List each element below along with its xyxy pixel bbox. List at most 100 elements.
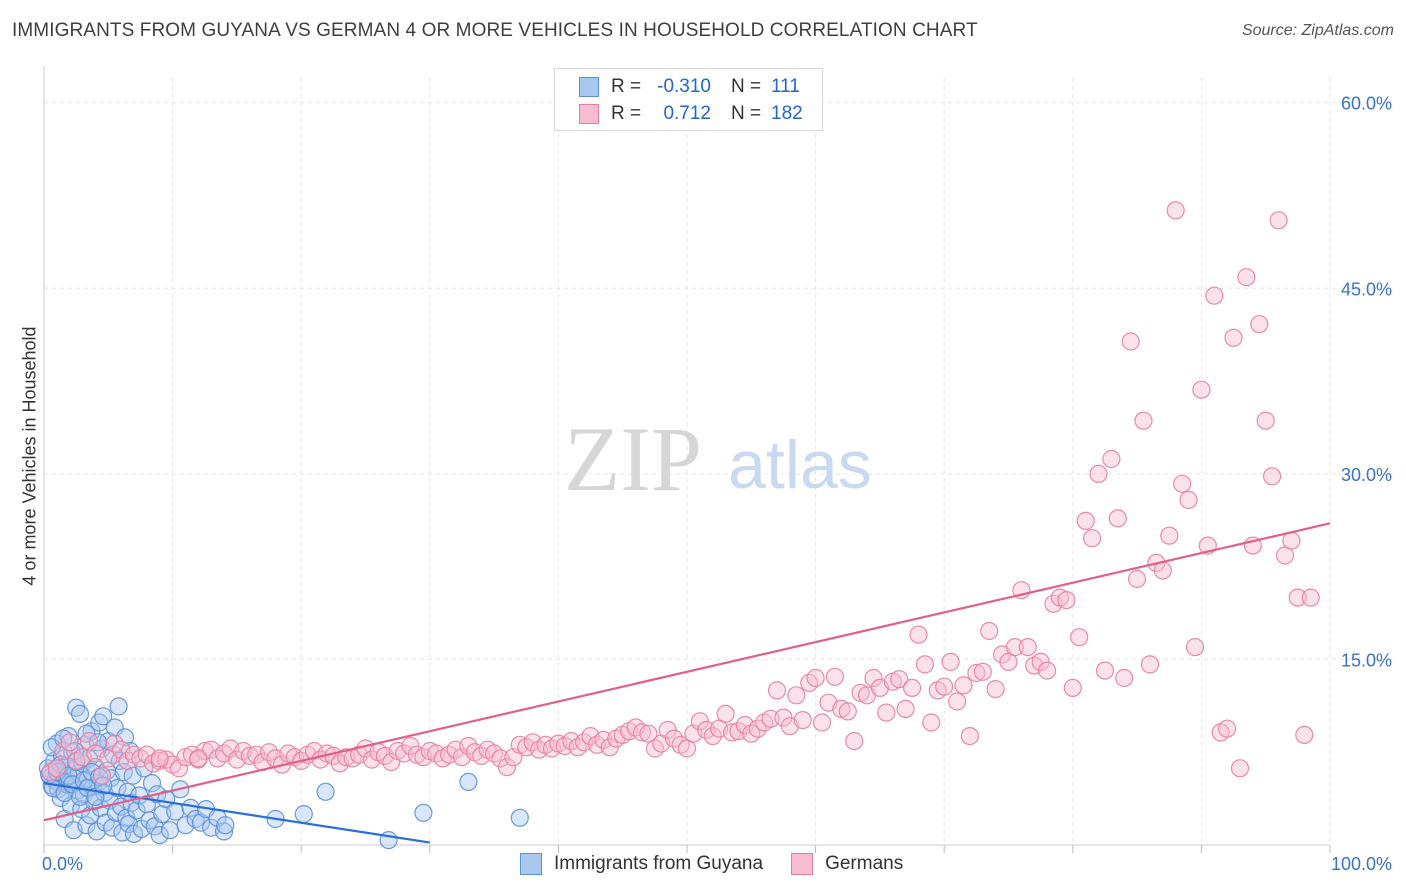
legend-swatch-guyana — [579, 77, 599, 97]
point-germans — [1205, 286, 1224, 305]
point-germans — [806, 668, 825, 688]
point-germans — [986, 679, 1005, 699]
point-germans — [1288, 588, 1307, 607]
legend-n-label: N = — [731, 103, 762, 124]
point-germans — [716, 704, 735, 724]
point-germans — [1095, 661, 1115, 680]
point-germans — [1250, 315, 1269, 334]
point-guyana — [94, 707, 113, 726]
point-germans — [150, 749, 169, 768]
point-germans — [793, 710, 812, 730]
point-guyana — [70, 704, 90, 724]
legend-swatch-germans — [579, 104, 599, 124]
trend-line-germans — [43, 522, 1331, 822]
point-germans — [1134, 411, 1153, 430]
series-germans-points — [41, 201, 1320, 785]
point-germans — [1102, 449, 1121, 469]
trend-line-guyana — [43, 782, 430, 844]
point-germans — [1018, 637, 1037, 657]
point-germans — [1076, 511, 1095, 531]
point-germans — [60, 733, 79, 752]
axes — [43, 66, 1331, 853]
point-germans — [1070, 628, 1089, 647]
point-germans — [980, 621, 999, 641]
point-germans — [1037, 661, 1057, 680]
point-guyana — [191, 813, 210, 832]
point-germans — [497, 757, 517, 777]
point-guyana — [160, 821, 180, 840]
point-germans — [169, 759, 189, 778]
point-germans — [1269, 211, 1288, 230]
point-germans — [632, 723, 652, 742]
y-tick-label: 60.0% — [1341, 94, 1392, 114]
point-guyana — [108, 778, 127, 798]
point-germans — [845, 731, 864, 751]
point-guyana — [142, 773, 162, 793]
watermark-atlas: atlas — [728, 427, 872, 503]
point-guyana — [379, 830, 398, 850]
legend-n-value: 111 — [771, 76, 800, 97]
point-germans — [1256, 411, 1275, 430]
point-germans — [864, 668, 883, 688]
watermark: ZIP atlas — [564, 408, 872, 510]
point-guyana — [176, 816, 195, 835]
point-germans — [902, 678, 922, 698]
point-germans — [954, 676, 973, 695]
point-guyana — [316, 782, 335, 801]
point-guyana — [77, 816, 96, 835]
legend-row-guyana: R = -0.310 N = 111 — [579, 75, 800, 99]
point-germans — [1185, 637, 1205, 657]
watermark-zip: ZIP — [564, 408, 702, 510]
point-germans — [1057, 590, 1076, 610]
point-germans — [382, 752, 401, 772]
point-guyana — [214, 822, 234, 841]
point-germans — [92, 766, 112, 785]
point-germans — [922, 713, 941, 732]
series-legend-guyana[interactable]: Immigrants from Guyana — [520, 853, 763, 875]
legend-n-label: N = — [731, 76, 762, 97]
point-germans — [1160, 526, 1179, 545]
point-germans — [703, 726, 722, 746]
point-germans — [1115, 668, 1134, 688]
series-legend: Immigrants from Guyana Germans — [520, 852, 931, 876]
series-legend-germans[interactable]: Germans — [791, 853, 903, 875]
point-germans — [812, 713, 832, 732]
point-guyana — [150, 825, 169, 845]
point-guyana — [114, 762, 133, 782]
point-guyana — [109, 697, 128, 716]
point-germans — [1295, 725, 1314, 745]
y-tick-label: 45.0% — [1341, 279, 1392, 299]
point-germans — [909, 625, 928, 644]
point-germans — [1121, 332, 1140, 351]
legend-r-value: 0.712 — [663, 103, 711, 124]
point-germans — [973, 662, 992, 681]
series-guyana-points — [38, 697, 529, 850]
point-germans — [1127, 569, 1147, 589]
point-guyana — [135, 759, 154, 778]
point-germans — [1301, 588, 1320, 607]
y-tick-label: 30.0% — [1341, 465, 1392, 485]
point-germans — [1179, 490, 1198, 509]
point-germans — [1082, 529, 1102, 548]
legend-r-label: R = — [611, 76, 642, 97]
x-tick-label: 100.0% — [1331, 854, 1392, 874]
trend-lines — [43, 522, 1331, 844]
chart-title: IMMIGRANTS FROM GUYANA VS GERMAN 4 OR MO… — [12, 20, 978, 41]
legend-row-germans: R = 0.712 N = 182 — [579, 102, 803, 126]
point-germans — [825, 667, 845, 686]
point-guyana — [127, 801, 146, 820]
point-guyana — [459, 772, 478, 792]
tick-labels: 15.0% 30.0% 45.0% 60.0% 0.0% 100.0% — [42, 94, 1392, 874]
point-germans — [787, 686, 806, 705]
point-germans — [1217, 719, 1237, 738]
x-tick-label: 0.0% — [42, 854, 83, 874]
grid-lines — [44, 78, 1392, 845]
source-label: Source: ZipAtlas.com — [1241, 22, 1394, 39]
y-tick-label: 15.0% — [1341, 650, 1392, 670]
point-guyana — [510, 808, 529, 827]
point-guyana — [216, 816, 235, 835]
point-germans — [1140, 655, 1160, 674]
point-germans — [890, 670, 909, 689]
series-swatch-germans — [791, 853, 814, 875]
point-germans — [967, 663, 986, 683]
